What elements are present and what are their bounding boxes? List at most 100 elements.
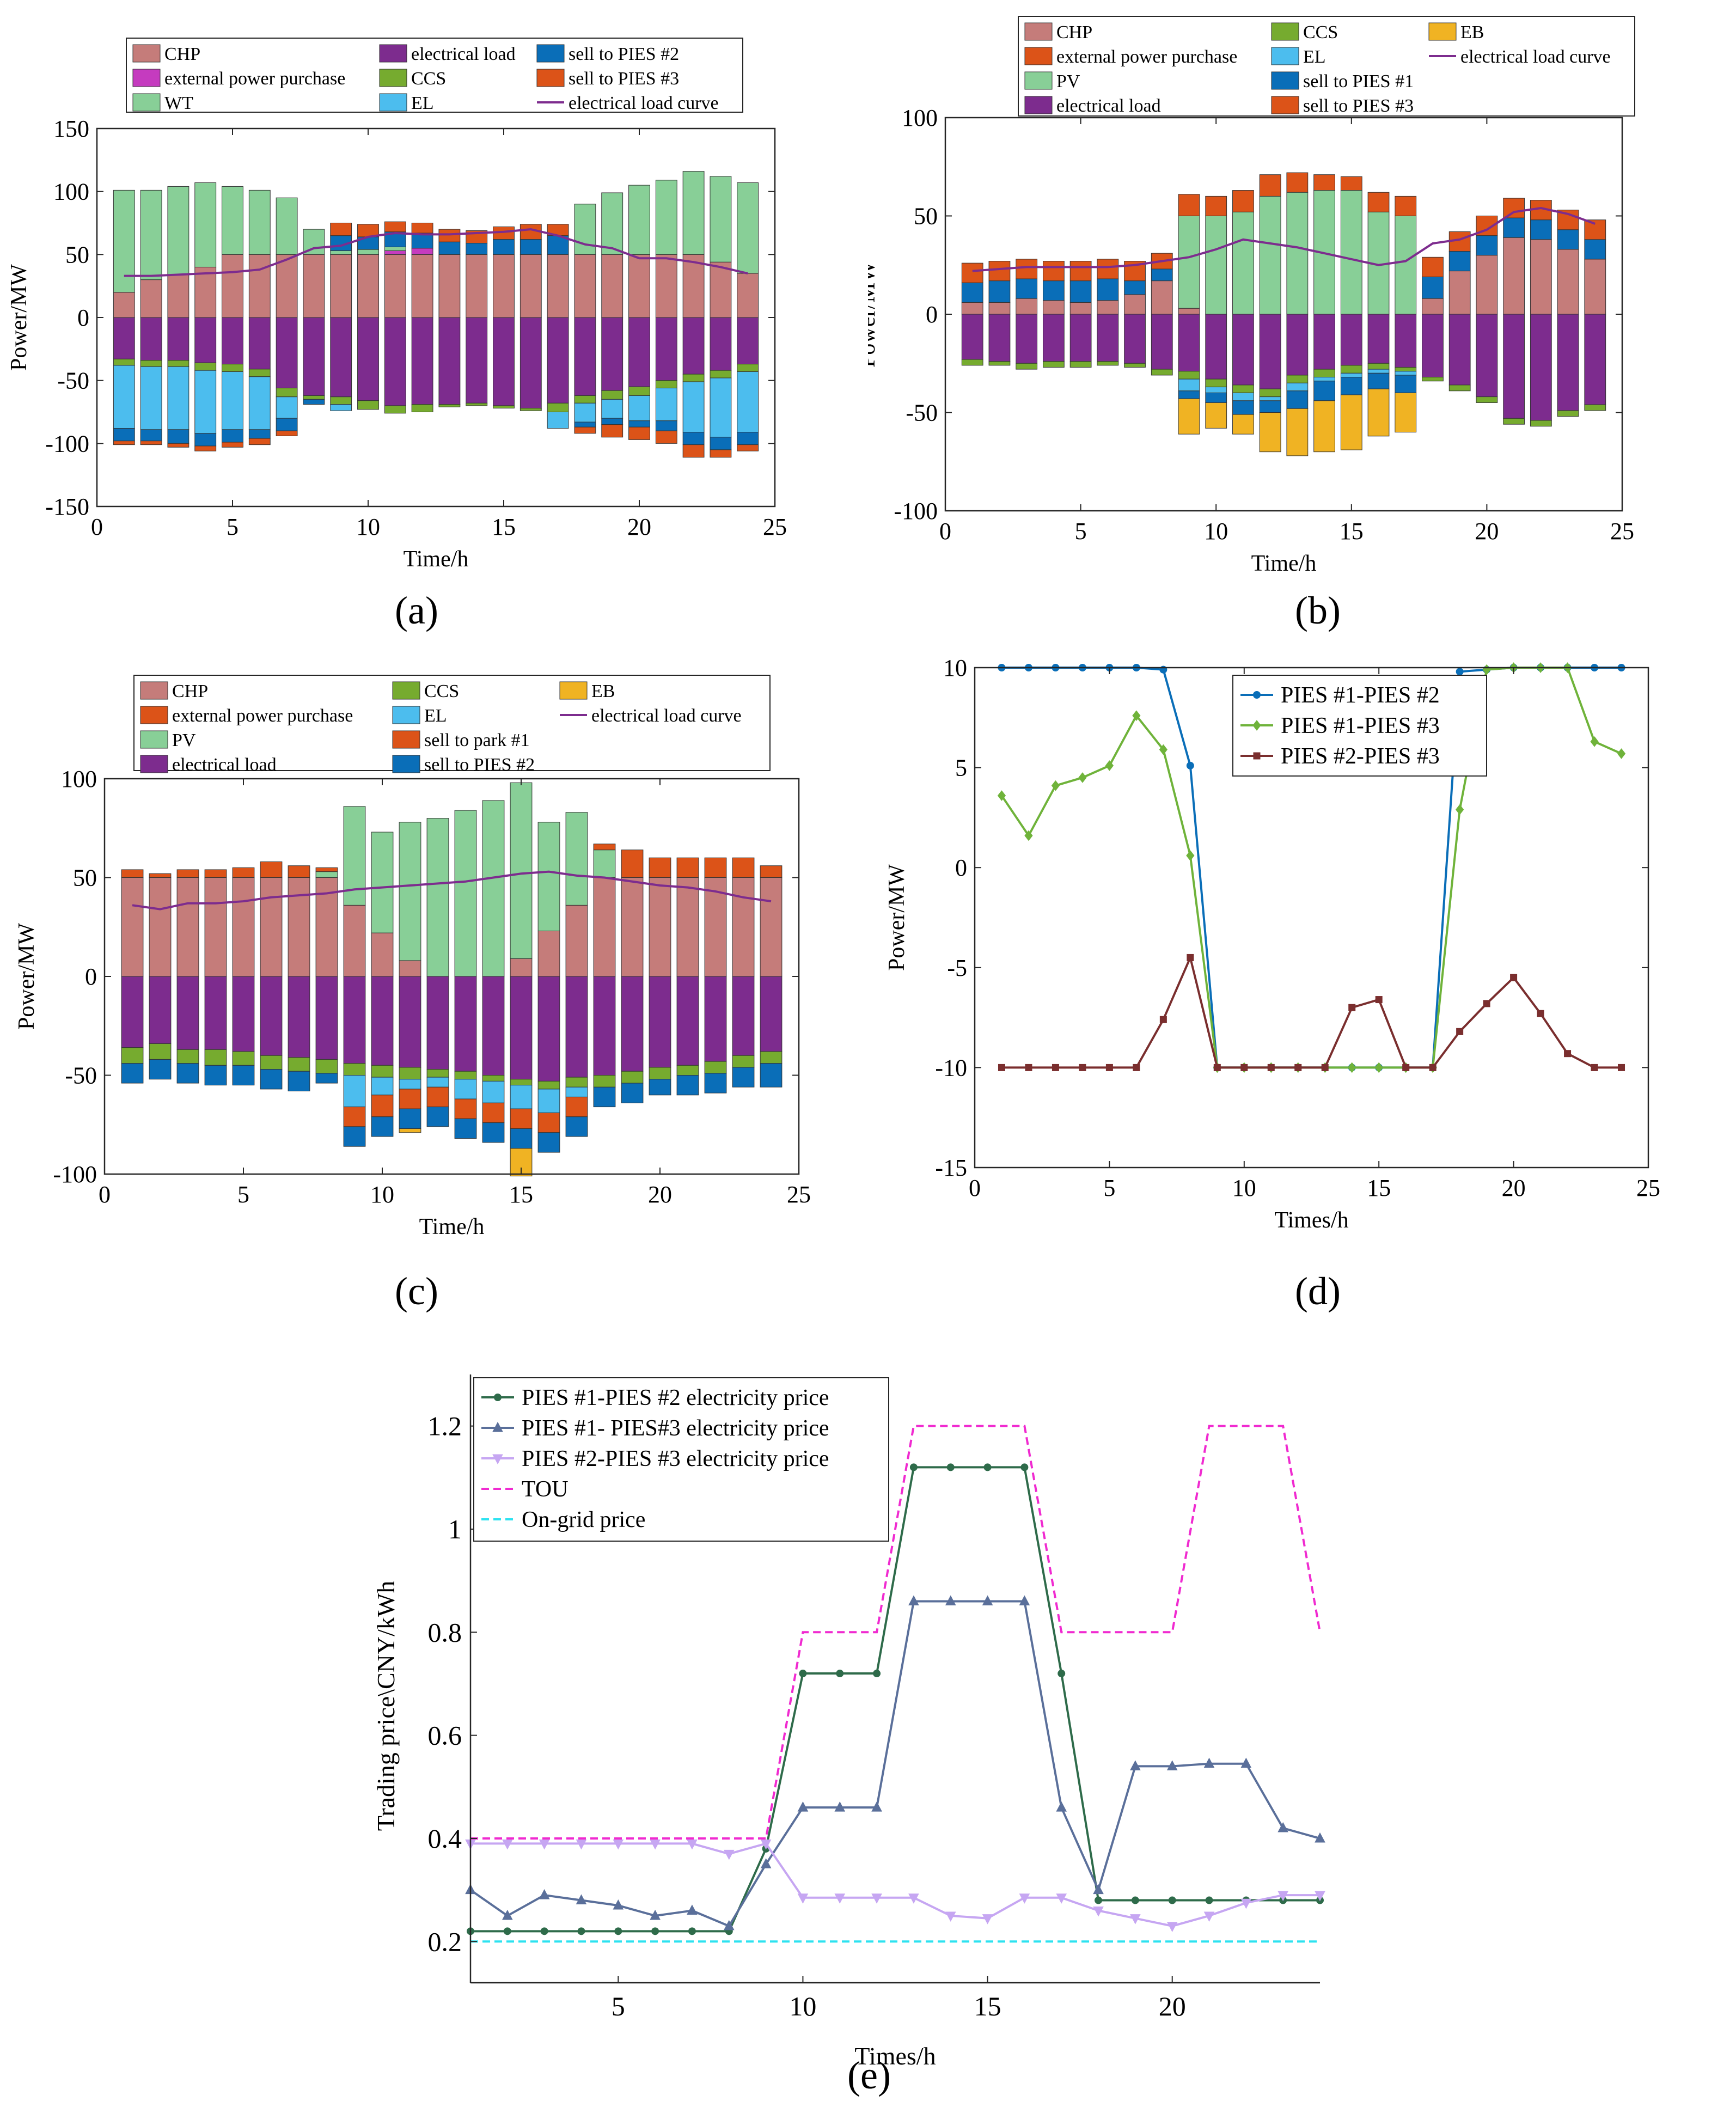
bar-electrical_load [649, 976, 671, 1068]
bar-CCS [149, 1043, 172, 1060]
bar-electrical_load [1259, 314, 1281, 389]
y-axis-label: Trading price\CNY/kWh [372, 1581, 400, 1831]
bar-electrical_load [676, 976, 699, 1066]
x-tick-label: 20 [1159, 1991, 1186, 2021]
bar-electrical_load [343, 976, 366, 1064]
legend-label: sell to PIES #3 [1303, 96, 1414, 116]
bar-CHP [1151, 280, 1173, 315]
legend-swatch-PV [1024, 71, 1053, 90]
bar-WT [357, 249, 379, 255]
bar-external [232, 867, 255, 878]
data-point [539, 1889, 550, 1899]
bar-sell_PIES2 [371, 1116, 394, 1137]
bar-CCS [676, 1065, 699, 1076]
legend-label: electrical load [1056, 96, 1161, 116]
bar-WT [167, 186, 190, 275]
bar-CCS [621, 1071, 644, 1084]
bar-CHP [1016, 298, 1038, 315]
bar-electrical_load [330, 317, 352, 398]
data-point [1315, 1832, 1325, 1843]
bar-sell_PIES2 [438, 241, 461, 255]
bar-sell_PIES2 [204, 1065, 227, 1086]
bar-CHP [248, 254, 271, 318]
data-point [613, 1839, 624, 1850]
data-point [576, 1839, 587, 1850]
bar-sell_PIES3 [655, 430, 677, 444]
y-tick-label: 100 [53, 179, 89, 205]
bar-CCS [565, 1077, 588, 1087]
data-point [502, 1909, 513, 1920]
bar-CCS [1178, 371, 1200, 380]
bar-electrical_load [454, 976, 477, 1072]
bar-CHP [357, 254, 379, 318]
bar-electrical_load [315, 976, 338, 1060]
y-axis-label: Power/MW [884, 864, 909, 971]
bar-electrical_load [1151, 314, 1173, 370]
data-point [1277, 1822, 1289, 1832]
legend-label: CHP [172, 681, 208, 701]
bar-WT [222, 186, 243, 255]
data-point [836, 1670, 844, 1678]
bar-electrical_load [760, 976, 783, 1052]
y-tick-label: -10 [935, 1054, 967, 1081]
x-axis-label: Times/h [1274, 1208, 1348, 1233]
bar-sell_PIES1 [1422, 276, 1444, 299]
bar-sell_PIES2 [649, 1079, 671, 1096]
bar-CHP [760, 877, 783, 977]
bar-electrical_load [411, 317, 433, 405]
bar-CCS [537, 1080, 560, 1090]
legend-label: electrical load curve [1460, 47, 1611, 67]
data-point [1253, 691, 1261, 699]
legend-label: electrical load curve [591, 706, 742, 726]
bar-sell_PIES2 [519, 239, 542, 255]
bar-sell_PIES1 [1367, 372, 1390, 389]
data-point [760, 1839, 772, 1850]
bar-EL [1232, 392, 1254, 401]
data-point [1052, 1064, 1059, 1071]
bar-CCS [140, 360, 162, 367]
bar-sell_PIES1 [1205, 392, 1227, 403]
x-tick-label: 15 [509, 1181, 533, 1208]
caption-c: (c) [395, 1269, 438, 1313]
data-point [1025, 1064, 1032, 1071]
bar-sell_PIES2 [260, 1069, 283, 1090]
bar-CHP [176, 877, 199, 977]
bar-sell_park1 [454, 1098, 477, 1119]
bar-CCS [1286, 375, 1309, 383]
caption-d: (d) [1295, 1269, 1341, 1313]
y-axis-label: Power/MW [7, 264, 32, 371]
x-tick-label: 25 [763, 514, 787, 540]
bar-CCS [1448, 384, 1471, 392]
bar-sell_PIES2 [574, 421, 596, 427]
bar-sell_PIES1 [1016, 278, 1038, 299]
bar-CCS [760, 1051, 783, 1064]
data-point [1079, 1064, 1086, 1071]
data-point [1456, 1028, 1464, 1035]
legend-label: CCS [424, 681, 459, 701]
bar-PV [399, 822, 421, 961]
legend-swatch-CCS [392, 681, 420, 700]
bar-sell_PIES1 [1069, 280, 1092, 303]
bar-CCS [961, 359, 983, 366]
bar-CCS [204, 1049, 227, 1066]
bar-sell_PIES2 [426, 1107, 449, 1127]
bar-CHP [222, 254, 243, 318]
bar-electrical_load [1584, 314, 1606, 405]
bar-EB [1205, 402, 1227, 429]
bar-PV [1178, 216, 1200, 309]
bar-EL [140, 366, 162, 430]
bar-electrical_load [988, 314, 1011, 362]
bar-CHP [510, 958, 533, 977]
bar-EL [454, 1079, 477, 1099]
bar-PV [1232, 211, 1254, 315]
bar-sell_PIES3 [248, 438, 271, 445]
bar-sell_park1 [371, 1095, 394, 1117]
bar-EL [682, 381, 705, 433]
bar-CCS [303, 395, 325, 400]
bar-electrical_load [537, 976, 560, 1082]
data-point [1510, 974, 1518, 981]
bar-CHP [1584, 259, 1606, 315]
data-point [1093, 1906, 1104, 1917]
data-point [1133, 1064, 1140, 1071]
bar-CCS [710, 370, 732, 378]
